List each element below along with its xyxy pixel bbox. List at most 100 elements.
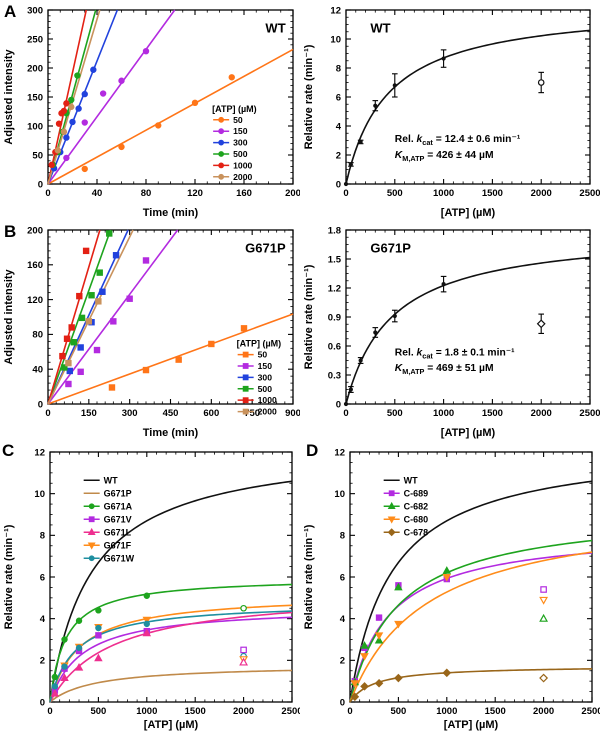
legend-item-label: G671P xyxy=(104,488,132,498)
x-tick-label: 160 xyxy=(236,188,252,199)
x-tick-label: 150 xyxy=(81,408,97,419)
x-tick-label: 750 xyxy=(244,408,260,419)
y-tick-label: 12 xyxy=(34,447,45,458)
panel-b-progress-chart: 0 150 300 450 600 750 900 0 40 80 120 160 200 Time (m… xyxy=(0,220,301,440)
svg-text:[ATP] (µM): [ATP] (µM) xyxy=(237,339,282,349)
y-tick-label: 10 xyxy=(330,34,341,45)
y-tick-label: 0 xyxy=(38,399,43,410)
fit-parameters-annotation: KM,ATP = 426 ± 44 µM xyxy=(395,150,494,163)
legend-item-label: G671W xyxy=(104,553,135,563)
chart-title: G671P xyxy=(245,241,286,256)
legend-item-label: 150 xyxy=(233,126,248,136)
x-axis-label: Time (min) xyxy=(143,427,199,439)
panel-label-d: D xyxy=(306,441,319,460)
legend-item-label: C-689 xyxy=(404,488,429,498)
x-tick-label: 500 xyxy=(387,188,403,199)
panel-c-mutants-chart: 0 500 1000 1500 2000 2500 0 2 4 6 8 10 12 [ATP] (µM) R… xyxy=(0,440,303,732)
panel-d-truncations-svg: 0 500 1000 1500 2000 2500 0 2 4 6 8 10 12 [ATP] (µM) R… xyxy=(303,447,600,731)
y-tick-label: 150 xyxy=(27,92,43,103)
x-axis-label: [ATP] (µM) xyxy=(444,719,499,731)
legend-item-label: 50 xyxy=(258,350,268,360)
y-tick-label: 0 xyxy=(340,697,345,708)
fit-parameters-annotation: Rel. kcat = 1.8 ± 0.1 min⁻¹ xyxy=(395,346,515,360)
x-tick-label: 0 xyxy=(347,706,352,717)
x-tick-label: 2500 xyxy=(579,408,600,419)
x-tick-label: 0 xyxy=(343,188,348,199)
x-tick-label: 2500 xyxy=(579,188,600,199)
y-tick-label: 4 xyxy=(40,614,46,625)
x-tick-label: 2000 xyxy=(531,408,552,419)
x-tick-label: 900 xyxy=(285,408,300,419)
x-tick-label: 1500 xyxy=(485,706,506,717)
x-tick-label: 600 xyxy=(203,408,219,419)
y-tick-label: 0 xyxy=(40,697,45,708)
legend-item-label: 300 xyxy=(258,372,273,382)
panel-label-b: B xyxy=(4,222,17,241)
panel-a-progress-chart: 0 40 80 120 160 200 0 50 100 150 200 250 300 Time (mi… xyxy=(0,0,301,220)
x-axis-label: [ATP] (µM) xyxy=(441,207,496,219)
y-tick-label: 1.8 xyxy=(328,225,341,236)
x-tick-label: 300 xyxy=(122,408,138,419)
panel-b-mm-chart: 0 500 1000 1500 2000 2500 0 0.3 0.6 0.9 1.2 1.5 1.8 [… xyxy=(300,220,600,440)
y-tick-label: 0 xyxy=(38,179,43,190)
y-tick-label: 6 xyxy=(336,92,341,103)
x-tick-label: 2000 xyxy=(233,706,254,717)
y-tick-label: 0.3 xyxy=(328,370,341,381)
x-tick-label: 450 xyxy=(163,408,179,419)
legend-item-label: G671A xyxy=(104,501,133,511)
y-axis-label: Relative rate (min⁻¹) xyxy=(303,44,315,149)
legend-item-label: G671V xyxy=(104,514,132,524)
y-tick-label: 12 xyxy=(330,5,341,16)
legend-item-label: G671L xyxy=(104,527,132,537)
legend-item-label: 500 xyxy=(258,384,273,394)
x-tick-label: 2000 xyxy=(533,706,554,717)
y-tick-label: 100 xyxy=(27,121,43,132)
legend-item-label: C-680 xyxy=(404,514,429,524)
legend-item-label: 2000 xyxy=(233,172,252,182)
x-tick-label: 500 xyxy=(390,706,406,717)
x-tick-label: 2000 xyxy=(531,188,552,199)
x-tick-label: 1000 xyxy=(433,188,454,199)
y-tick-label: 300 xyxy=(27,5,43,16)
y-tick-label: 1.2 xyxy=(328,283,341,294)
y-axis-label: Relative rate (min⁻¹) xyxy=(303,264,315,369)
legend-item-label: 150 xyxy=(258,361,273,371)
x-axis-label: [ATP] (µM) xyxy=(441,427,496,439)
x-tick-label: 0 xyxy=(47,706,52,717)
panel-c-mutants-svg: 0 500 1000 1500 2000 2500 0 2 4 6 8 10 12 [ATP] (µM) R… xyxy=(3,447,303,731)
legend-item-label: G671F xyxy=(104,540,132,550)
y-tick-label: 0 xyxy=(336,399,341,410)
x-tick-label: 500 xyxy=(387,408,403,419)
y-tick-label: 12 xyxy=(334,447,345,458)
y-tick-label: 8 xyxy=(336,63,341,74)
x-tick-label: 1000 xyxy=(433,408,454,419)
chart-title: G671P xyxy=(370,241,411,256)
y-axis-label: Relative rate (min⁻¹) xyxy=(3,524,15,629)
y-tick-label: 8 xyxy=(40,531,45,542)
x-tick-label: 2500 xyxy=(581,706,600,717)
legend-item-label: 1000 xyxy=(233,160,252,170)
y-tick-label: 6 xyxy=(40,572,45,583)
y-tick-label: 200 xyxy=(27,63,43,74)
y-tick-label: 250 xyxy=(27,34,43,45)
y-axis-label: Adjusted intensity xyxy=(3,268,15,364)
x-tick-label: 2500 xyxy=(281,706,300,717)
y-tick-label: 4 xyxy=(336,121,342,132)
legend-item-label: C-682 xyxy=(404,501,429,511)
y-tick-label: 6 xyxy=(340,572,345,583)
legend-item-label: 50 xyxy=(233,115,243,125)
y-tick-label: 2 xyxy=(40,656,45,667)
legend-item-label: 500 xyxy=(233,149,248,159)
y-tick-label: 1.5 xyxy=(328,254,342,265)
legend-item-label: WT xyxy=(404,475,418,485)
x-tick-label: 1500 xyxy=(185,706,206,717)
y-tick-label: 40 xyxy=(32,365,43,376)
panel-a-mm-chart: 0 500 1000 1500 2000 2500 0 2 4 6 8 10 12 [ATP] (µM) R… xyxy=(300,0,600,220)
y-tick-label: 80 xyxy=(32,330,43,341)
chart-title: WT xyxy=(370,21,390,36)
y-tick-label: 0 xyxy=(336,179,341,190)
